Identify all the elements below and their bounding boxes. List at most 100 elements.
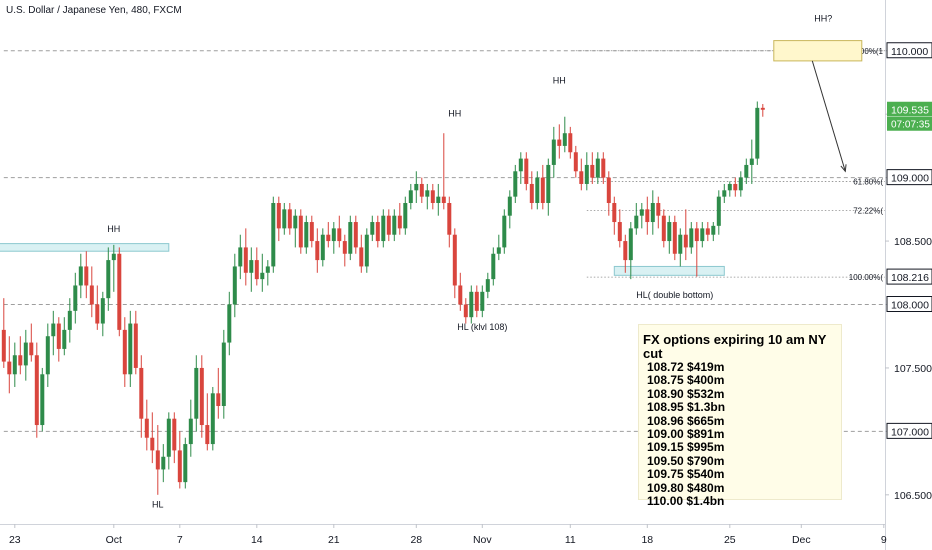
candle-body — [672, 222, 677, 254]
candle-body — [590, 164, 595, 178]
fx-option-line: 109.00 $891m — [647, 427, 725, 442]
candle-body — [562, 133, 567, 146]
candle-body — [507, 196, 512, 216]
fx-option-line: 109.75 $540m — [647, 467, 725, 482]
candle-body — [557, 139, 562, 146]
candle-body — [623, 241, 628, 261]
candle-body — [573, 152, 578, 172]
current-price-tag — [887, 101, 932, 131]
candle-body — [243, 247, 248, 273]
swing-label: HL (klvl 108) — [457, 322, 507, 332]
hh-zone-left — [0, 243, 170, 252]
fib-label: 100.00%( — [849, 273, 884, 282]
x-tick-label: 14 — [251, 534, 263, 546]
candle-body — [430, 190, 435, 204]
candle-body — [29, 342, 34, 356]
swing-label: HH? — [814, 14, 832, 24]
candle-body — [62, 329, 67, 349]
candle-body — [133, 323, 138, 368]
candle-body — [579, 171, 584, 184]
candle-body — [45, 336, 50, 375]
candle-body — [370, 222, 375, 235]
candle-body — [364, 234, 369, 267]
candle-body — [348, 222, 353, 254]
candle-body — [161, 456, 166, 470]
candle-body — [546, 164, 551, 204]
level-price-tag — [886, 169, 932, 186]
fx-option-line: 109.50 $790m — [647, 453, 725, 468]
candle-body — [337, 228, 342, 242]
candle-body — [89, 285, 94, 305]
y-tick-label: 108.500 — [894, 236, 932, 248]
level-price-tag — [886, 268, 932, 285]
level-price-value: 107.000 — [891, 426, 929, 438]
candle-body — [711, 225, 716, 235]
candle-body — [436, 196, 441, 204]
candle-body — [359, 247, 364, 267]
candle-body — [755, 107, 760, 159]
candle-body — [452, 234, 457, 286]
candle-body — [12, 355, 17, 375]
swing-label: HL( double bottom) — [636, 290, 713, 300]
candle-body — [414, 183, 419, 191]
x-tick-label: 23 — [9, 534, 21, 546]
fx-option-line: 109.80 $480m — [647, 480, 725, 495]
candle-body — [628, 228, 633, 261]
candle-body — [18, 355, 23, 366]
candle-body — [584, 164, 589, 184]
candle-body — [216, 393, 221, 407]
level-price-tag — [886, 296, 932, 313]
candle-body — [727, 183, 732, 191]
candle-body — [40, 374, 45, 426]
level-price-tag — [886, 422, 932, 439]
x-tick-label: 11 — [565, 534, 576, 546]
candle-body — [144, 418, 149, 438]
candle-body — [678, 234, 683, 254]
candle-body — [117, 253, 122, 330]
x-tick-label: 18 — [641, 534, 653, 546]
candle-body — [122, 329, 127, 375]
candle-body — [265, 266, 270, 273]
level-price-value: 110.000 — [891, 46, 928, 58]
candle-body — [425, 190, 430, 197]
candle-body — [419, 183, 424, 197]
candle-body — [469, 291, 474, 318]
fx-options-list: 108.72 $419m 108.75 $400m 108.90 $532m 108.… — [643, 360, 841, 509]
fx-option-line: 108.72 $419m — [647, 360, 725, 374]
candle-body — [276, 203, 281, 229]
candle-body — [56, 323, 61, 349]
candle-body — [403, 203, 408, 229]
candle-body — [353, 222, 358, 248]
candle-body — [100, 298, 105, 324]
candle-body — [568, 133, 573, 153]
x-tick-label: 21 — [328, 534, 340, 546]
candle-body — [540, 177, 545, 204]
fx-option-line: 110.00 $1.4bn — [647, 494, 725, 509]
candle-countdown: 07:07:35 — [891, 120, 930, 131]
hl-zone-double-bottom — [613, 265, 725, 276]
candle-body — [315, 241, 320, 261]
x-tick-label: 9 — [881, 534, 887, 546]
candle-body — [1, 329, 6, 362]
candle-body — [700, 228, 705, 242]
swing-label: HL — [152, 500, 164, 510]
projection-arrow-head — [840, 164, 847, 173]
candle-body — [661, 215, 666, 242]
candle-body — [518, 158, 523, 172]
swing-label: HH — [553, 76, 566, 86]
fx-option-line: 108.95 $1.3bn — [647, 400, 726, 415]
candle-body — [166, 418, 171, 457]
candle-body — [282, 209, 287, 229]
hh-target-zone — [773, 40, 863, 62]
candle-body — [513, 171, 518, 197]
candle-body — [694, 228, 699, 242]
candle-body — [155, 450, 160, 470]
x-tick-label: Oct — [106, 534, 122, 546]
candle-body — [271, 203, 276, 267]
fx-option-line: 108.75 $400m — [647, 373, 725, 388]
candle-body — [760, 107, 765, 110]
candle-body — [716, 196, 721, 226]
candle-body — [738, 177, 743, 191]
